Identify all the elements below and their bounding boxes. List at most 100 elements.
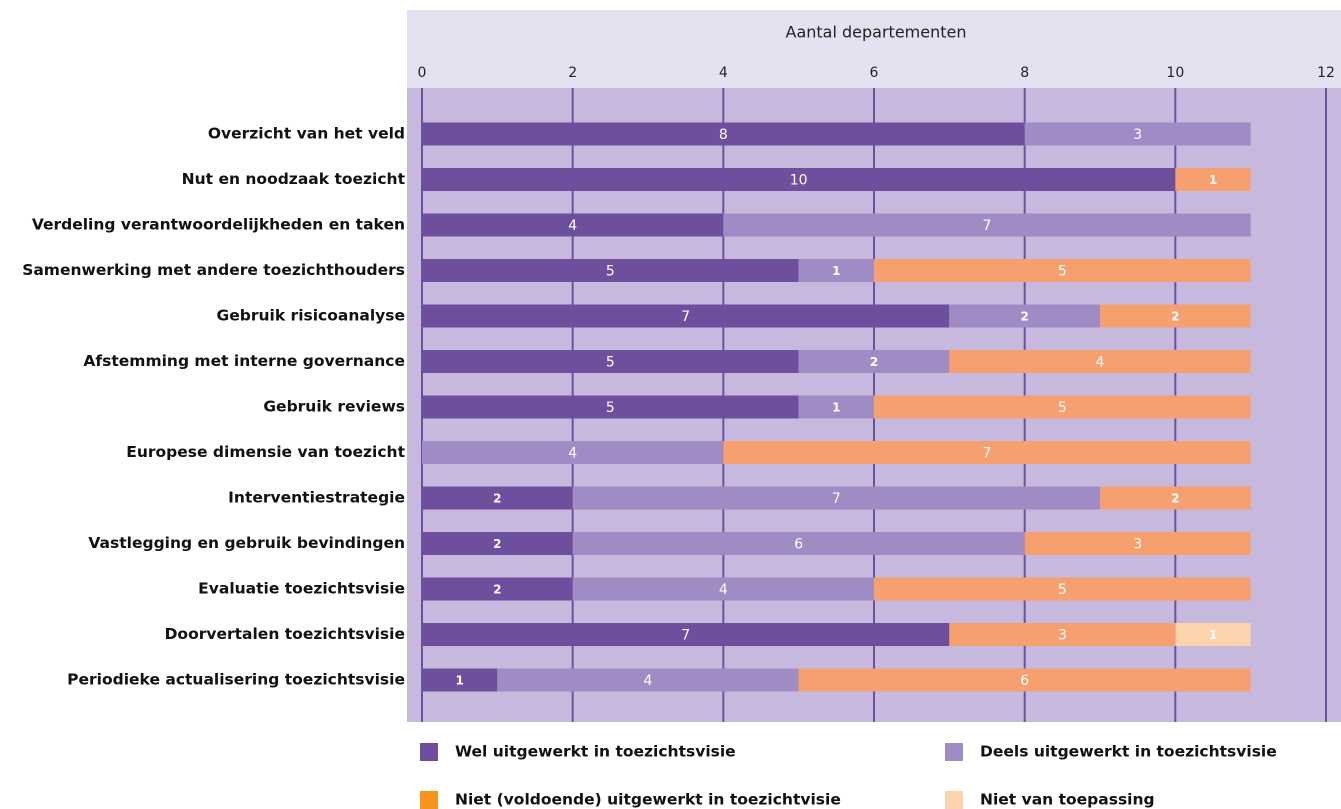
- bar-segment: [949, 623, 1176, 646]
- value-label: 3: [1133, 537, 1142, 553]
- value-label: 2: [1171, 492, 1179, 506]
- value-label: 8: [719, 127, 728, 143]
- value-label: 5: [1058, 582, 1067, 598]
- bar-segment: [572, 532, 1025, 555]
- value-label: 7: [983, 218, 992, 234]
- bar-segment: [422, 304, 950, 328]
- category-label: Evaluatie toezichtsvisie: [198, 580, 405, 598]
- legend-swatch: [945, 791, 963, 809]
- bar-segment: [723, 441, 1251, 464]
- value-label: 5: [606, 400, 615, 416]
- value-label: 1: [455, 674, 463, 688]
- bar-segment: [422, 122, 1025, 146]
- bar-segment: [1175, 168, 1251, 191]
- bar-segment: [1024, 122, 1251, 146]
- bar-segment: [422, 395, 799, 419]
- legend-swatch: [420, 791, 438, 809]
- x-tick-label: 10: [1166, 65, 1184, 81]
- bar-segment: [798, 350, 950, 373]
- bar-segment: [723, 213, 1251, 237]
- value-label: 7: [681, 309, 690, 325]
- value-label: 10: [790, 173, 808, 189]
- category-label: Afstemming met interne governance: [83, 352, 405, 370]
- bar-segment: [422, 532, 573, 555]
- x-tick-label: 8: [1020, 65, 1029, 81]
- category-label: Verdeling verantwoordelijkheden en taken: [32, 216, 405, 234]
- category-label: Doorvertalen toezichtsvisie: [165, 625, 405, 643]
- value-label: 1: [1209, 173, 1217, 187]
- value-label: 1: [1209, 628, 1217, 642]
- bar-segment: [798, 259, 874, 282]
- value-label: 2: [1020, 310, 1028, 324]
- legend-label: Niet van toepassing: [980, 791, 1155, 809]
- legend-label: Deels uitgewerkt in toezichtsvisie: [980, 743, 1277, 761]
- bar-segment: [422, 259, 799, 282]
- legend-swatch: [420, 743, 438, 761]
- bar-segment: [422, 350, 799, 373]
- category-label: Overzicht van het veld: [208, 125, 405, 143]
- value-label: 2: [493, 492, 501, 506]
- bar-segment: [798, 395, 874, 419]
- value-label: 3: [1133, 127, 1142, 143]
- category-label: Vastlegging en gebruik bevindingen: [88, 534, 405, 552]
- value-label: 4: [719, 582, 728, 598]
- bar-segment: [1100, 486, 1251, 510]
- bar-segment: [497, 668, 799, 692]
- x-axis-title: Aantal departementen: [786, 23, 967, 42]
- legend-swatch: [945, 743, 963, 761]
- bar-segment: [422, 623, 950, 646]
- bar-segment: [874, 395, 1251, 419]
- bar-segment: [798, 668, 1251, 692]
- value-label: 5: [606, 355, 615, 371]
- bar-segment: [422, 668, 498, 692]
- value-label: 4: [568, 446, 577, 462]
- category-label: Interventiestrategie: [228, 489, 405, 507]
- x-tick-label: 0: [418, 65, 427, 81]
- value-label: 1: [832, 264, 840, 278]
- bar-segment: [572, 486, 1100, 510]
- value-label: 5: [606, 264, 615, 280]
- value-label: 2: [493, 583, 501, 597]
- category-label: Samenwerking met andere toezichthouders: [22, 261, 405, 279]
- bar-segment: [1024, 532, 1251, 555]
- category-label: Gebruik risicoanalyse: [217, 307, 405, 325]
- legend-label: Wel uitgewerkt in toezichtsvisie: [455, 743, 736, 761]
- x-tick-label: 6: [870, 65, 879, 81]
- value-label: 6: [1020, 673, 1029, 689]
- bar-segment: [949, 350, 1251, 373]
- bar-segment: [572, 577, 874, 601]
- value-label: 1: [832, 401, 840, 415]
- category-label: Europese dimensie van toezicht: [126, 443, 405, 461]
- category-label: Nut en noodzaak toezicht: [182, 170, 406, 188]
- value-label: 7: [983, 446, 992, 462]
- value-label: 4: [1096, 355, 1105, 371]
- value-label: 2: [493, 537, 501, 551]
- bar-segment: [1175, 623, 1251, 646]
- x-tick-label: 4: [719, 65, 728, 81]
- bar-segment: [422, 486, 573, 510]
- value-label: 7: [681, 628, 690, 644]
- value-label: 6: [794, 537, 803, 553]
- category-label: Periodieke actualisering toezichtsvisie: [67, 671, 405, 689]
- bar-segment: [422, 441, 724, 464]
- value-label: 4: [568, 218, 577, 234]
- category-label: Gebruik reviews: [263, 398, 405, 416]
- bar-segment: [949, 304, 1100, 328]
- x-tick-label: 12: [1317, 65, 1335, 81]
- bar-segment: [422, 168, 1176, 191]
- value-label: 5: [1058, 264, 1067, 280]
- value-label: 5: [1058, 400, 1067, 416]
- value-label: 7: [832, 491, 841, 507]
- value-label: 3: [1058, 628, 1067, 644]
- bar-segment: [1100, 304, 1251, 328]
- value-label: 2: [870, 355, 878, 369]
- value-label: 4: [644, 673, 653, 689]
- legend-label: Niet (voldoende) uitgewerkt in toezichtv…: [455, 791, 841, 809]
- bar-segment: [422, 213, 724, 237]
- bar-segment: [874, 577, 1251, 601]
- bar-segment: [422, 577, 573, 601]
- bar-segment: [874, 259, 1251, 282]
- axis-header: [407, 10, 1341, 90]
